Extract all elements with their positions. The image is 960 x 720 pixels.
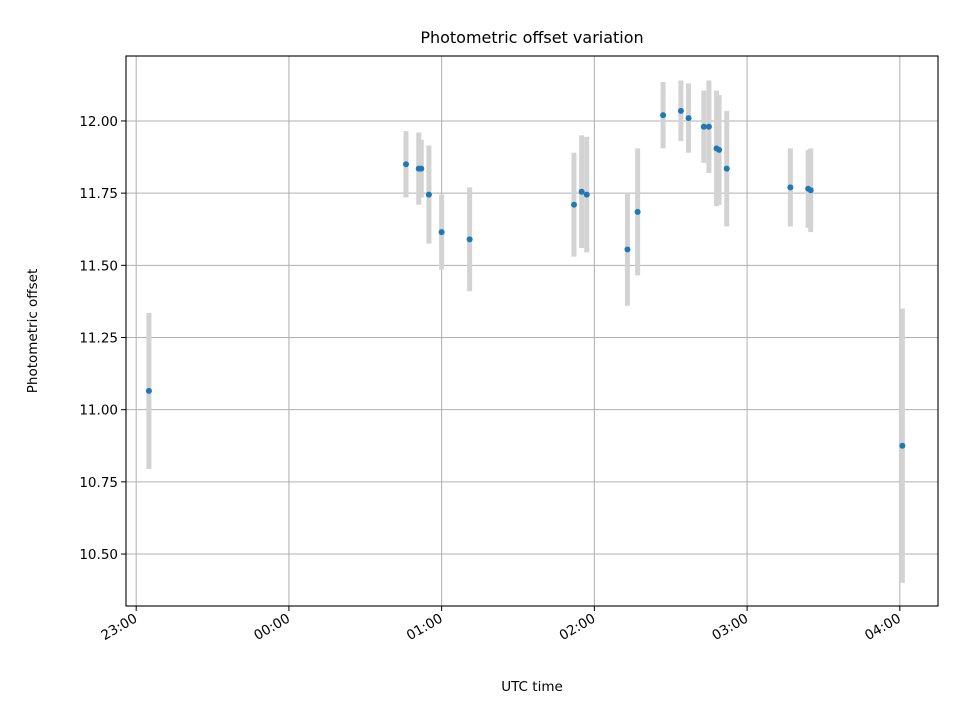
- data-point: [899, 442, 906, 449]
- x-axis-label: UTC time: [501, 679, 563, 695]
- y-tick-label: 12.00: [79, 114, 118, 130]
- y-tick-label: 10.75: [79, 475, 118, 491]
- data-point: [624, 246, 631, 253]
- data-point: [660, 112, 667, 119]
- data-point: [677, 107, 684, 114]
- y-tick-label: 11.25: [79, 330, 118, 346]
- data-points: [145, 107, 906, 449]
- data-point: [466, 236, 473, 243]
- data-point: [578, 188, 585, 195]
- data-point: [700, 123, 707, 130]
- y-tick-label: 11.50: [79, 258, 118, 274]
- grid: [126, 56, 938, 606]
- y-tick-label: 11.75: [79, 186, 118, 202]
- data-point: [807, 187, 814, 194]
- data-point: [583, 191, 590, 198]
- data-point: [723, 165, 730, 172]
- plot-frame: [125, 55, 939, 607]
- data-point: [716, 146, 723, 153]
- data-point: [787, 184, 794, 191]
- data-point: [634, 208, 641, 215]
- data-point: [425, 191, 432, 198]
- chart-title: Photometric offset variation: [420, 28, 643, 47]
- data-point: [705, 123, 712, 130]
- data-point: [403, 161, 409, 168]
- data-point: [418, 165, 425, 172]
- data-point: [685, 115, 692, 122]
- y-tick-label: 10.50: [79, 547, 118, 563]
- data-point: [438, 229, 445, 236]
- y-axis-label: Photometric offset: [25, 269, 41, 393]
- data-point: [145, 387, 152, 394]
- data-point: [571, 201, 577, 208]
- y-tick-label: 11.00: [79, 403, 118, 419]
